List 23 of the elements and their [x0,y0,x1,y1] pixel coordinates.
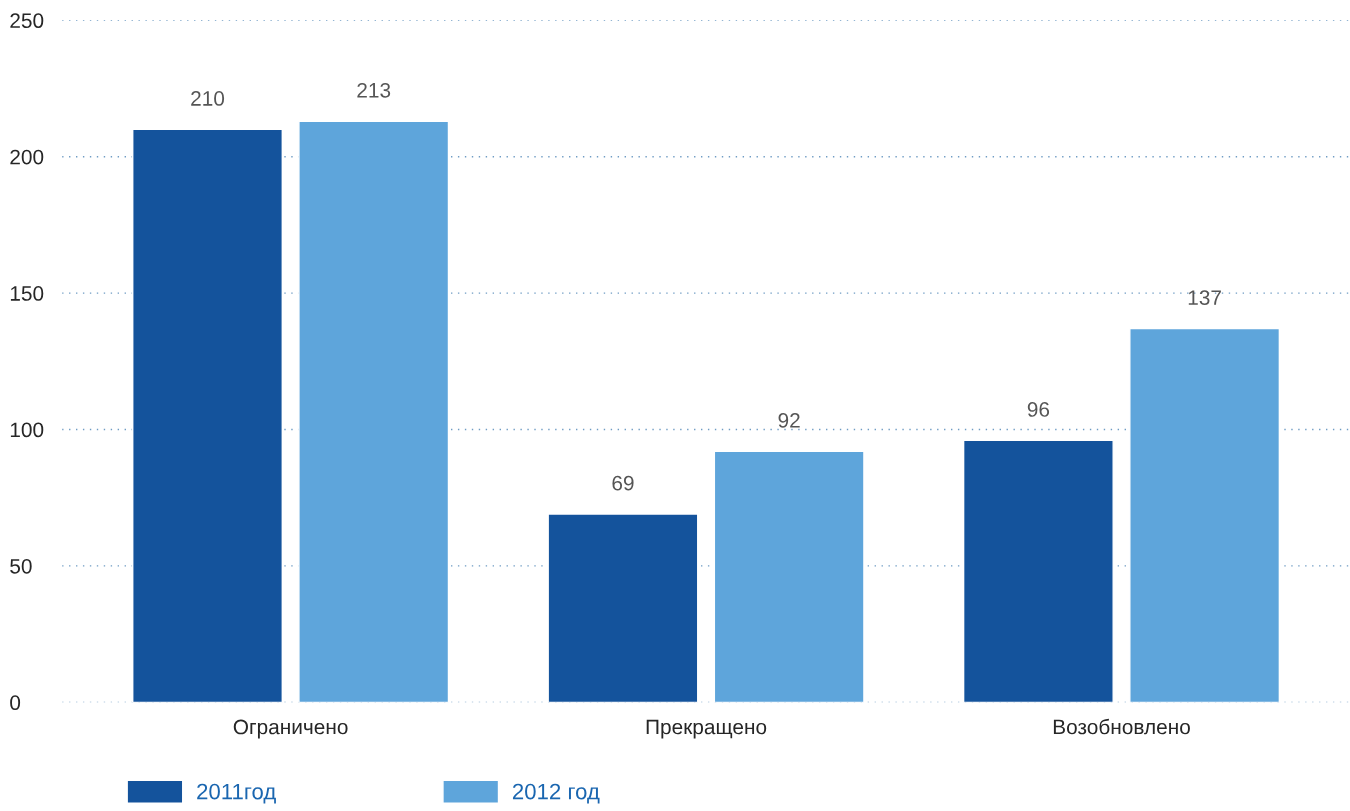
y-tick-label: 50 [10,558,32,574]
x-tick-label: Возобновлено [1053,718,1190,735]
y-tick-label: 200 [10,149,44,165]
bar [713,450,865,703]
data-label: 96 [1027,402,1050,417]
bar [962,439,1114,703]
legend-label: 2011год [197,783,276,804]
bar [132,128,283,703]
legend-label: 2012 год [512,783,600,804]
y-tick-label: 250 [10,13,44,29]
bar [547,513,699,703]
y-tick-label: 100 [10,422,44,438]
data-label: 210 [191,91,225,106]
data-label: 213 [357,82,391,98]
x-tick-label: Ограничено [233,719,348,739]
y-tick-label: 150 [10,286,44,301]
bar [298,120,450,703]
x-tick-label: Прекращено [646,719,767,739]
data-label: 69 [612,475,634,491]
y-tick-label: 0 [10,695,21,711]
bar [1129,327,1281,703]
data-label: 92 [778,413,800,428]
data-label: 137 [1188,290,1221,305]
